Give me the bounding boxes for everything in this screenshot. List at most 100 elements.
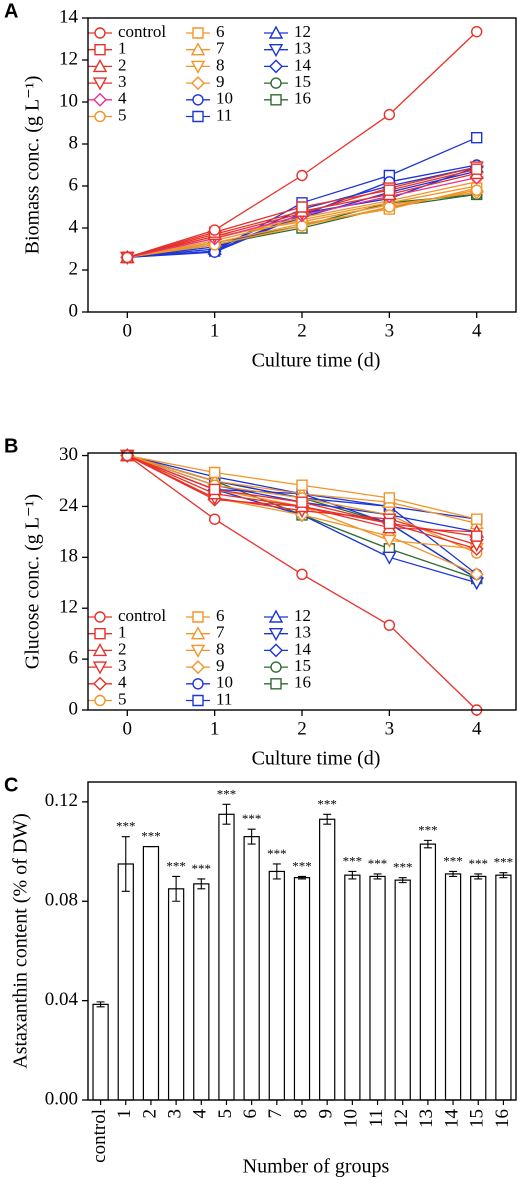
error-bar	[172, 875, 181, 902]
x-tick-label: 7	[265, 1109, 286, 1119]
legend-marker	[94, 628, 106, 640]
marker	[121, 251, 134, 264]
x-tick-label: 2	[297, 718, 307, 739]
marker	[296, 169, 308, 182]
panel-label: B	[4, 435, 18, 457]
legend-marker	[92, 642, 108, 657]
significance-label: ***	[393, 860, 413, 875]
x-tick-label: 11	[366, 1109, 387, 1127]
marker	[208, 483, 221, 496]
marker	[383, 492, 396, 504]
legend-marker	[269, 59, 283, 74]
x-tick-label: 1	[114, 1109, 135, 1119]
marker	[296, 220, 308, 232]
legend-label: 3	[118, 72, 127, 91]
error-bar	[474, 873, 483, 880]
legend-label: 16	[294, 89, 311, 108]
marker	[296, 479, 308, 491]
marker	[469, 567, 484, 582]
bar	[167, 888, 185, 1101]
legend-label: control	[118, 606, 166, 625]
legend-marker	[268, 609, 284, 623]
marker	[208, 513, 221, 525]
x-tick-label: 10	[341, 1109, 362, 1128]
error-bar	[323, 813, 332, 825]
legend-label: 9	[216, 656, 225, 675]
bar	[394, 879, 411, 1101]
legend-marker	[192, 27, 204, 39]
y-axis-label: Astaxanthin content (% of DW)	[10, 813, 32, 1068]
y-tick-label: 2	[69, 258, 79, 279]
error-bar	[298, 875, 306, 880]
legend-label: 12	[294, 22, 311, 41]
significance-label: ***	[217, 786, 237, 801]
y-axis-label: Glucose conc. (g L⁻¹)	[22, 494, 44, 669]
x-axis-label: Culture time (d)	[252, 350, 381, 372]
x-axis-label: Culture time (d)	[252, 748, 381, 770]
significance-label: ***	[166, 858, 186, 873]
x-tick-label: 3	[385, 718, 395, 739]
marker	[383, 619, 396, 631]
panel-label: A	[4, 0, 18, 22]
y-tick-label: 4	[69, 216, 79, 237]
marker	[383, 517, 396, 530]
error-bar	[398, 877, 407, 884]
legend-label: 1	[118, 39, 127, 58]
x-tick-label: 1	[210, 718, 220, 739]
marker	[208, 466, 221, 479]
bar	[293, 877, 311, 1101]
legend-marker	[94, 611, 106, 623]
error-bar	[121, 836, 130, 892]
marker	[383, 108, 396, 121]
legend-marker	[190, 42, 206, 56]
marker	[382, 534, 397, 548]
legend-label: 13	[294, 623, 311, 642]
x-tick-label: 1	[210, 320, 220, 341]
y-tick-label: 8	[69, 132, 79, 153]
legend-marker	[268, 25, 284, 39]
significance-label: ***	[494, 855, 514, 870]
y-tick-label: 12	[59, 48, 78, 69]
error-bar	[222, 803, 231, 825]
legend-marker	[93, 92, 107, 107]
error-bar	[348, 870, 357, 880]
x-tick-label: 8	[290, 1109, 311, 1119]
legend-label: 14	[294, 55, 312, 74]
legend-marker	[94, 44, 106, 56]
legend-marker	[93, 676, 107, 691]
legend-label: 4	[118, 89, 127, 108]
legend-marker	[94, 110, 106, 123]
legend-label: 2	[118, 639, 127, 658]
marker	[470, 513, 483, 525]
y-tick-label: 0.04	[45, 989, 79, 1010]
legend-label: 15	[294, 656, 311, 675]
legend-label: 8	[216, 639, 225, 658]
significance-label: ***	[292, 858, 312, 873]
legend-label: 4	[118, 673, 127, 692]
marker	[208, 224, 221, 236]
legend-marker	[192, 694, 204, 707]
legend-marker	[92, 77, 108, 91]
marker	[470, 163, 483, 175]
bar	[142, 845, 160, 1101]
y-tick-label: 18	[59, 546, 78, 567]
significance-label: ***	[368, 856, 388, 871]
marker	[383, 201, 396, 213]
legend-label: 12	[294, 606, 311, 625]
legend-marker	[92, 661, 108, 675]
error-bar	[96, 1001, 105, 1008]
legend-marker	[192, 678, 204, 690]
x-tick-label: 4	[472, 718, 482, 739]
marker	[296, 568, 308, 580]
significance-label: ***	[141, 829, 161, 844]
legend-label: 11	[216, 105, 232, 124]
marker	[382, 551, 397, 565]
error-bar	[423, 839, 432, 849]
x-tick-label: 3	[164, 1109, 185, 1119]
y-tick-label: 0	[69, 698, 79, 719]
legend-marker	[191, 660, 205, 675]
bar	[218, 813, 235, 1101]
legend-marker	[270, 678, 282, 690]
error-bar	[373, 873, 382, 880]
